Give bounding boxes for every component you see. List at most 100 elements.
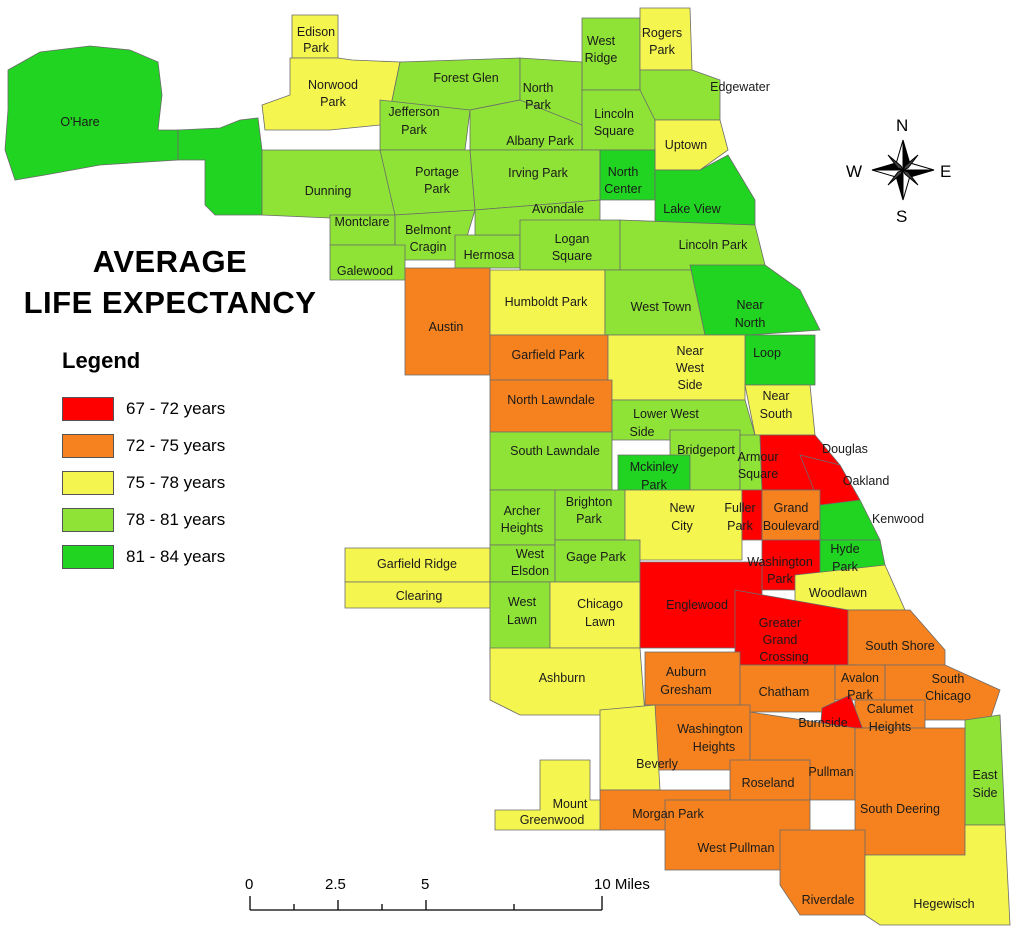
label-west-lawn-a: West: [508, 595, 537, 609]
label-washington-heights-a: Washington: [677, 722, 743, 736]
label-lower-west-side-b: Side: [629, 425, 654, 439]
label-jefferson-park-a: Jefferson: [388, 105, 439, 119]
label-pullman: Pullman: [808, 765, 853, 779]
label-edgewater: Edgewater: [710, 80, 770, 94]
label-near-south-b: South: [760, 407, 793, 421]
label-belmont-cragin-a: Belmont: [405, 223, 451, 237]
area-albany-park: [469, 99, 583, 151]
label-grand-boulevard-a: Grand: [774, 501, 809, 515]
label-hermosa: Hermosa: [464, 248, 515, 262]
area-edgewater: [639, 69, 721, 121]
label-edison-park-b: Park: [303, 41, 329, 55]
label-oakland: Oakland: [843, 474, 890, 488]
area-riverdale: [779, 829, 866, 916]
label-lincoln-square-b: Square: [594, 124, 634, 138]
label-new-city-b: City: [671, 519, 693, 533]
label-bridgeport: Bridgeport: [677, 443, 735, 457]
label-uptown: Uptown: [665, 138, 707, 152]
label-brighton-park-a: Brighton: [566, 495, 613, 509]
scale-label-0: 0: [245, 876, 253, 893]
label-lake-view: Lake View: [663, 202, 721, 216]
label-south-chicago-b: Chicago: [925, 689, 971, 703]
legend-item: 75 - 78 years: [62, 470, 225, 496]
label-washington-heights-b: Heights: [693, 740, 735, 754]
label-greater-grand-crossing-b: Grand: [763, 633, 798, 647]
label-grand-boulevard-b: Boulevard: [763, 519, 819, 533]
label-garfield-ridge: Garfield Ridge: [377, 557, 457, 571]
label-west-elsdon-a: West: [516, 547, 545, 561]
area-south-deering: [854, 727, 966, 856]
label-rogers-park-a: Rogers: [642, 26, 682, 40]
label-douglas: Douglas: [822, 442, 868, 456]
label-east-side-b: Side: [972, 786, 997, 800]
label-archer-heights-b: Heights: [501, 521, 543, 535]
label-gage-park: Gage Park: [566, 550, 627, 564]
label-dunning: Dunning: [305, 184, 352, 198]
label-near-north-a: Near: [736, 298, 763, 312]
label-forest-glen: Forest Glen: [433, 71, 498, 85]
label-mount-greenwood-b: Greenwood: [520, 813, 585, 827]
map-title-line-2: LIFE EXPECTANCY: [23, 285, 317, 320]
legend-heading: Legend: [62, 348, 141, 373]
label-rogers-park-b: Park: [649, 43, 675, 57]
label-west-ridge-b: Ridge: [585, 51, 618, 65]
label-albany-park: Albany Park: [506, 134, 574, 148]
label-near-west-side-c: Side: [677, 378, 702, 392]
label-north-park-a: North: [523, 81, 554, 95]
label-ashburn: Ashburn: [539, 671, 586, 685]
area-south-lawndale: [489, 431, 613, 491]
label-norwood-park-b: Park: [320, 95, 346, 109]
label-greater-grand-crossing-c: Crossing: [759, 650, 808, 664]
label-jefferson-park-b: Park: [401, 123, 427, 137]
label-near-west-side-a: Near: [676, 344, 703, 358]
label-calumet-heights-a: Calumet: [867, 702, 914, 716]
legend-swatch: [62, 545, 114, 569]
label-west-ridge-a: West: [587, 34, 616, 48]
label-chatham: Chatham: [759, 685, 810, 699]
label-humboldt-park: Humboldt Park: [505, 295, 588, 309]
area-norwood-park: [261, 57, 401, 131]
area-irving-park: [469, 149, 601, 211]
label-austin: Austin: [429, 320, 464, 334]
label-west-elsdon-b: Elsdon: [511, 564, 549, 578]
legend-item: 81 - 84 years: [62, 544, 225, 570]
label-auburn-gresham-b: Gresham: [660, 683, 711, 697]
label-englewood: Englewood: [666, 598, 728, 612]
area-beverly: [599, 704, 661, 791]
compass-east-label: E: [940, 162, 951, 181]
area-new-city: [624, 489, 743, 561]
label-portage-park-a: Portage: [415, 165, 459, 179]
label-archer-heights-a: Archer: [504, 504, 541, 518]
legend-swatch: [62, 508, 114, 532]
label-fuller-park-b: Park: [727, 519, 753, 533]
label-belmont-cragin-b: Cragin: [410, 240, 447, 254]
map-title-line-1: AVERAGE: [92, 244, 248, 279]
label-north-lawndale: North Lawndale: [507, 393, 595, 407]
label-mount-greenwood-a: Mount: [553, 797, 588, 811]
label-south-lawndale: South Lawndale: [510, 444, 600, 458]
label-montclare: Montclare: [335, 215, 390, 229]
label-washington-park-a: Washington: [747, 555, 813, 569]
label-near-north-b: North: [735, 316, 766, 330]
area-ohare-connector: [177, 117, 263, 216]
label-garfield-park: Garfield Park: [512, 348, 586, 362]
label-greater-grand-crossing-a: Greater: [759, 616, 801, 630]
label-mckinley-park-a: Mckinley: [630, 460, 679, 474]
scale-label-5: 5: [421, 876, 429, 893]
label-south-chicago-a: South: [932, 672, 965, 686]
label-lincoln-square-a: Lincoln: [594, 107, 634, 121]
area-ohare: [4, 45, 179, 181]
label-kenwood: Kenwood: [872, 512, 924, 526]
label-lincoln-park: Lincoln Park: [679, 238, 749, 252]
label-burnside: Burnside: [798, 716, 847, 730]
label-north-park-b: Park: [525, 98, 551, 112]
legend-item: 78 - 81 years: [62, 507, 225, 533]
label-hegewisch: Hegewisch: [913, 897, 974, 911]
compass-west-label: W: [846, 162, 862, 181]
compass-south-label: S: [896, 207, 907, 226]
legend-item: 67 - 72 years: [62, 396, 225, 422]
legend-label: 78 - 81 years: [126, 510, 226, 529]
label-edison-park-a: Edison: [297, 25, 335, 39]
label-roseland: Roseland: [742, 776, 795, 790]
